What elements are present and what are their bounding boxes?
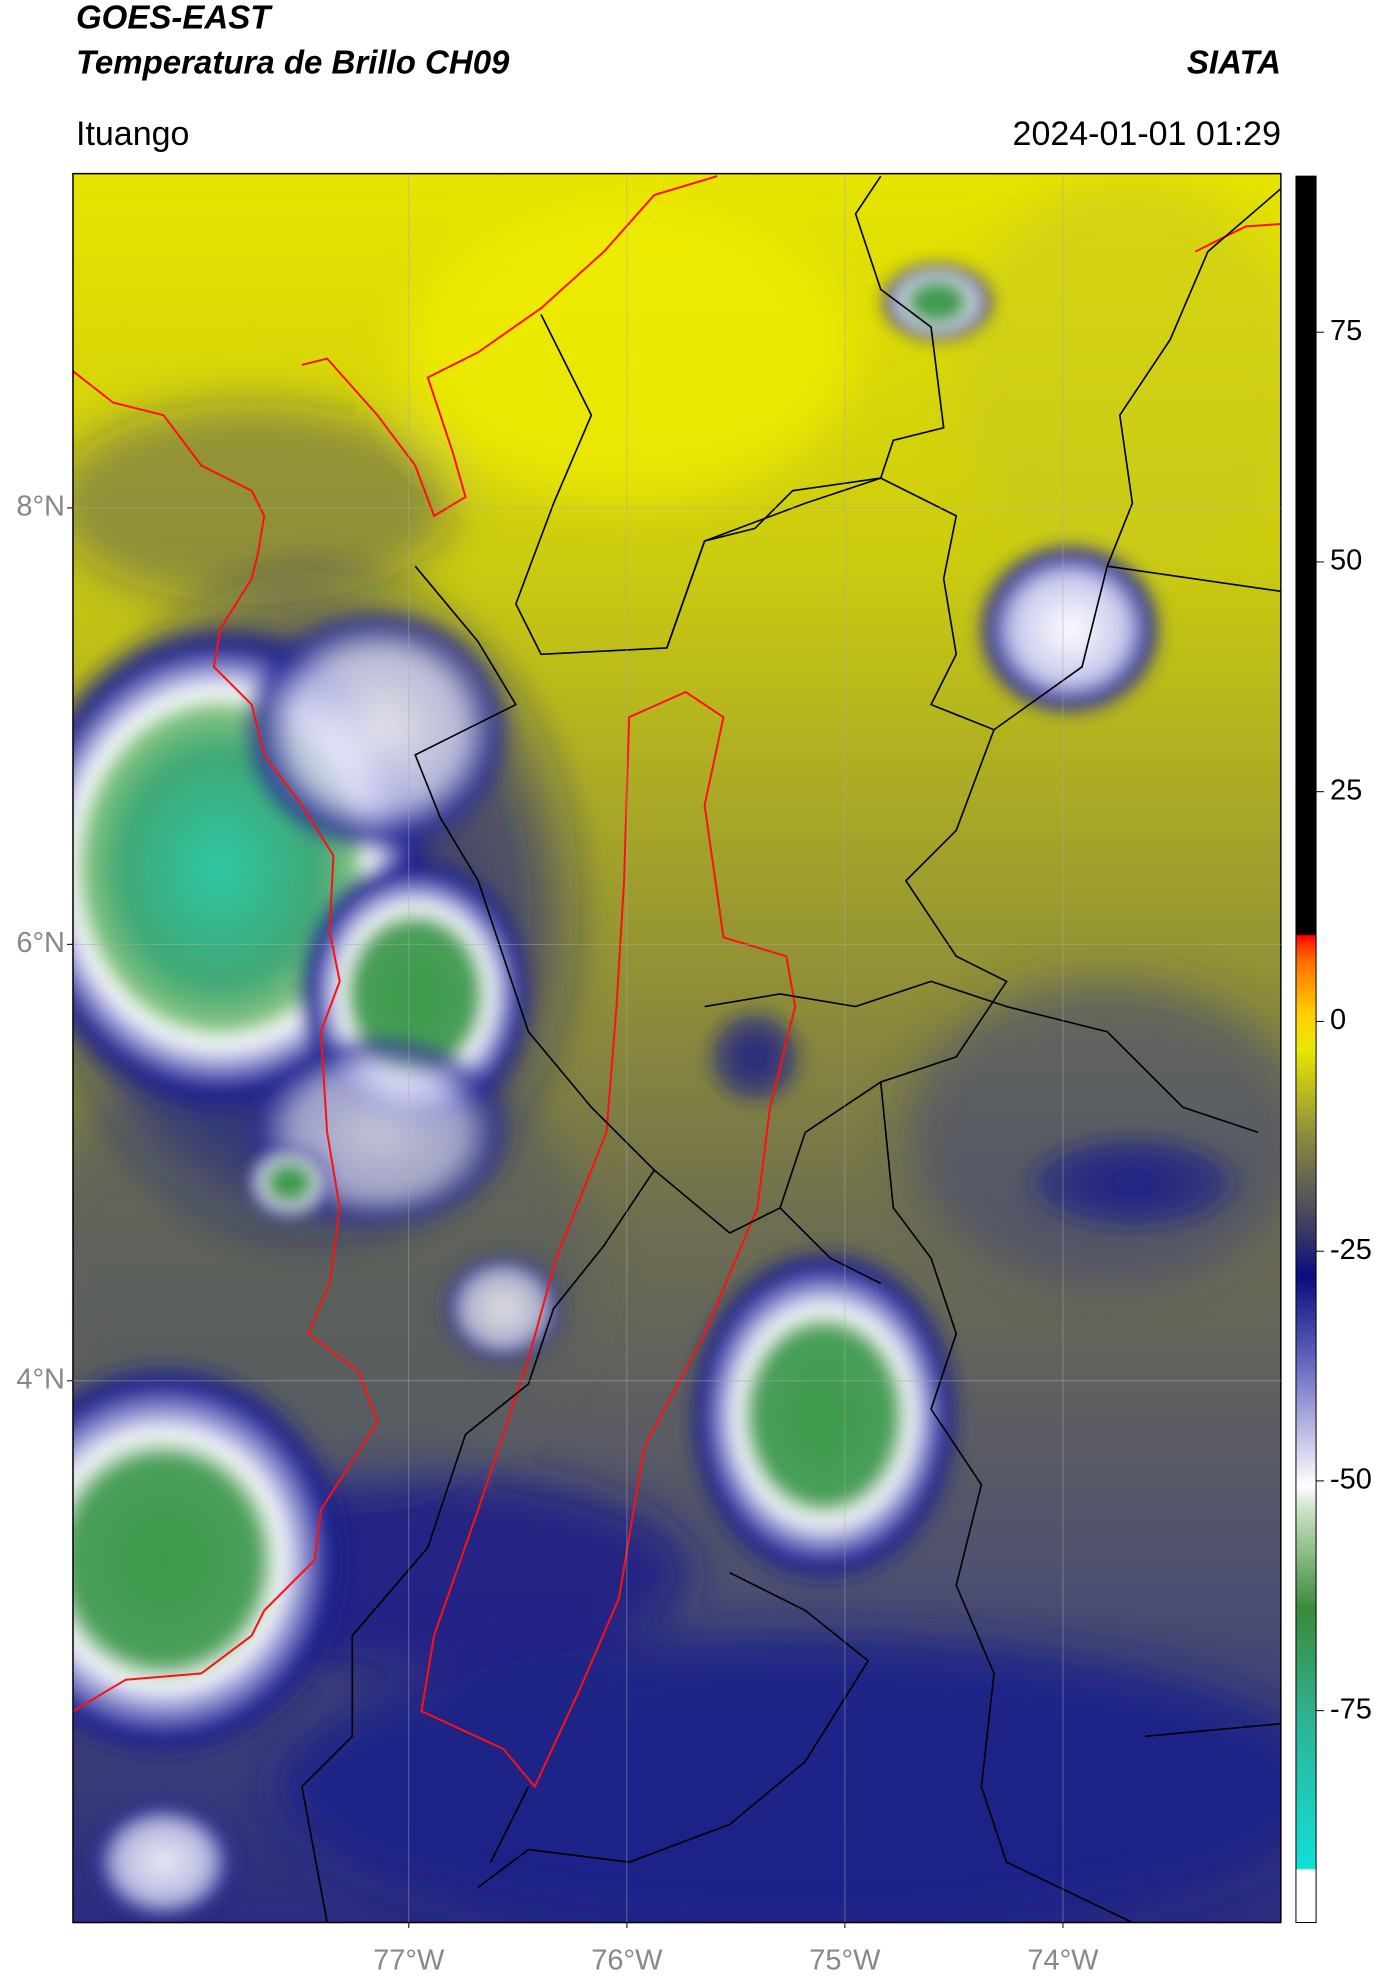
colorbar-label: 50 <box>1330 545 1362 577</box>
organization: SIATA <box>1187 44 1281 81</box>
satellite-image <box>72 172 1317 1924</box>
datetime: 2024-01-01 01:29 <box>1013 115 1281 153</box>
location: Ituango <box>76 115 189 153</box>
subtitle: Temperatura de Brillo CH09 <box>76 44 510 81</box>
axes: 77°W 76°W 75°W 74°W 8°N 6°N 4°N 75 50 25 0 -25 -50 -7… <box>16 174 1372 1977</box>
x-tick-label: 76°W <box>591 1945 663 1977</box>
title: GOES-EAST <box>76 0 273 36</box>
y-tick-label: 4°N <box>16 1363 65 1395</box>
x-tick-label: 75°W <box>809 1945 881 1977</box>
colorbar-label: -75 <box>1330 1693 1372 1725</box>
x-tick-label: 77°W <box>373 1945 445 1977</box>
colorbar-label: 75 <box>1330 315 1362 347</box>
colorbar <box>1295 175 1317 1924</box>
colorbar-label: 25 <box>1330 774 1362 806</box>
colorbar-label: -25 <box>1330 1234 1372 1266</box>
x-tick-label: 74°W <box>1027 1945 1099 1977</box>
colorbar-label: -50 <box>1330 1464 1372 1496</box>
y-tick-label: 8°N <box>16 491 65 523</box>
y-tick-label: 6°N <box>16 927 65 959</box>
colorbar-label: 0 <box>1330 1004 1346 1036</box>
